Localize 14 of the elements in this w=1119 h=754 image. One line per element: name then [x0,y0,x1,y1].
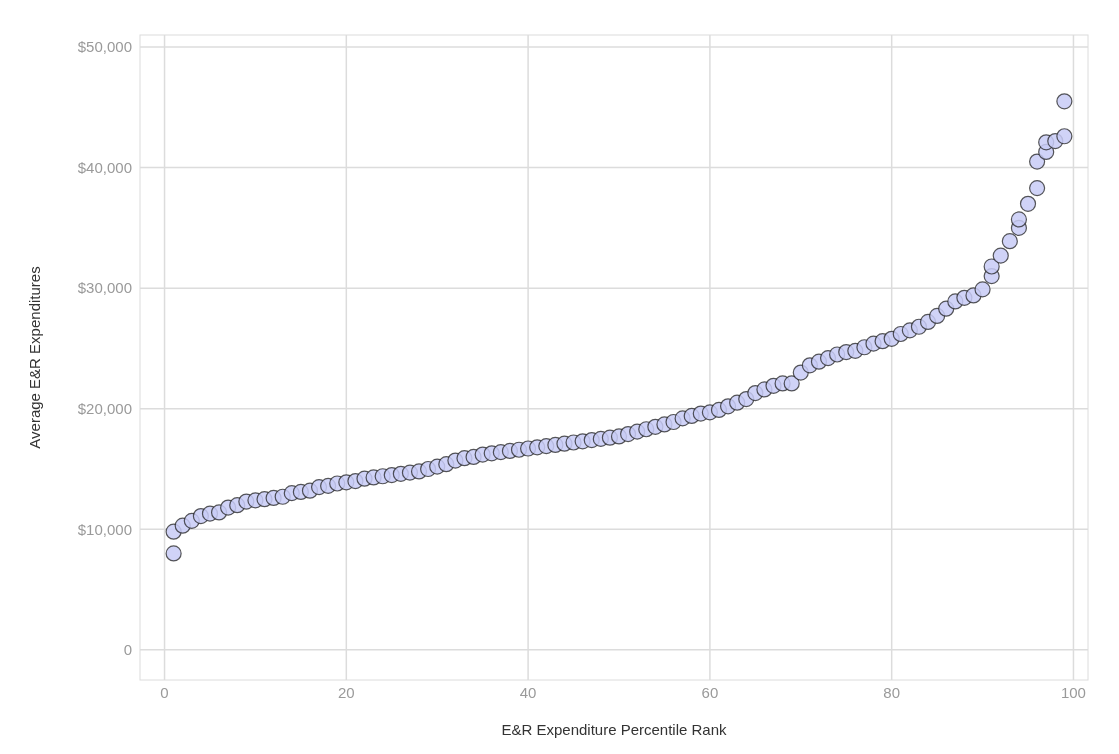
x-axis-title: E&R Expenditure Percentile Rank [501,721,728,738]
y-tick-label: $30,000 [77,279,132,297]
x-tick-label: 60 [701,684,719,701]
y-tick-label: $50,000 [77,38,132,56]
y-tick-label: $20,000 [77,399,132,417]
y-tick-label: $40,000 [77,158,132,176]
x-tick-label: 20 [337,684,355,701]
y-tick-label: $10,000 [77,520,132,538]
x-tick-label: 80 [883,684,901,701]
y-tick-label: 0 [123,641,132,659]
x-tick-label: 40 [519,684,537,701]
x-tick-label: 100 [1060,684,1086,701]
x-tick-label: 0 [160,684,169,701]
y-axis-title: Average E&R Expenditures [26,266,43,449]
